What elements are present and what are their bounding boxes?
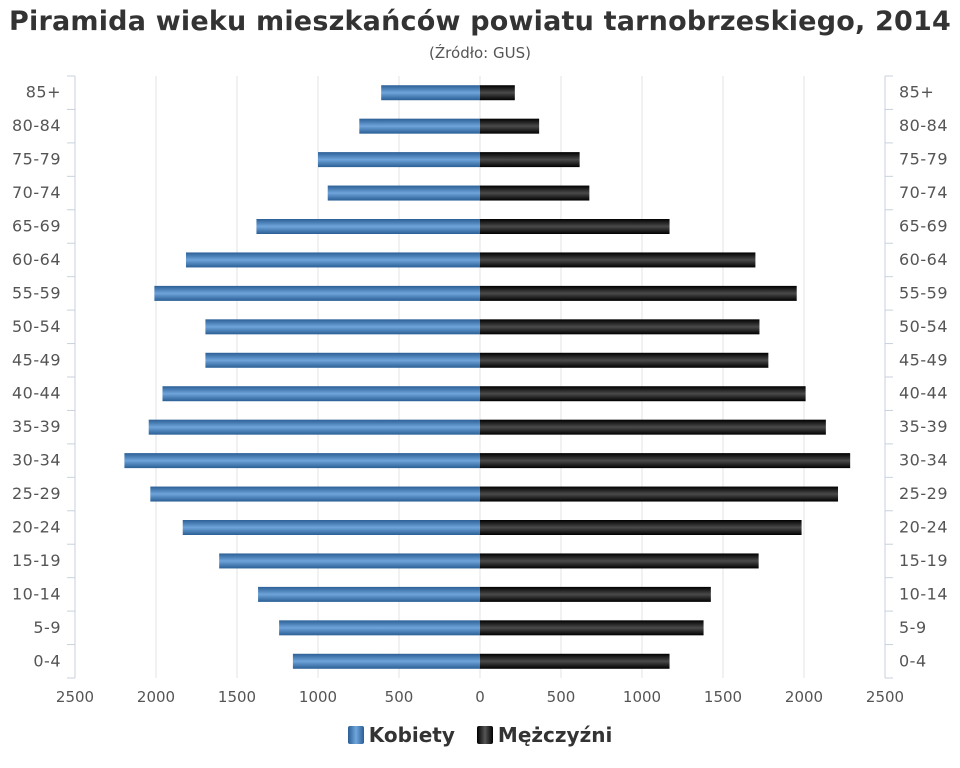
x-tick-label: 1500 [704,688,742,706]
category-label-right: 30-34 [899,451,948,470]
bar-male [480,620,704,636]
bar-male [480,319,760,335]
category-label-left: 50-54 [12,317,61,336]
category-label-right: 20-24 [899,518,948,537]
category-label-right: 15-19 [899,551,948,570]
category-label-right: 5-9 [899,618,927,637]
category-label-left: 70-74 [12,183,61,202]
x-tick-label: 2000 [785,688,823,706]
chart-subtitle: (Źródło: GUS) [429,44,531,62]
population-pyramid-chart: 85+ 85+ 80-84 80-84 75-79 75-79 70-74 70-74 65-6… [12,75,948,706]
bar-female [182,520,481,535]
category-label-left: 35-39 [12,417,61,436]
x-tick-label: 0 [475,688,485,706]
category-label-right: 65-69 [899,217,948,236]
category-label-left: 5-9 [33,618,61,637]
bar-female [219,553,480,569]
category-label-right: 70-74 [899,183,948,202]
bar-male [480,185,590,201]
bar-female [279,620,480,636]
category-label-right: 0-4 [899,651,927,670]
x-tick-label: 1000 [623,688,661,706]
legend-item-female[interactable]: Kobiety [347,723,455,747]
category-label-left: 45-49 [12,350,61,369]
x-tick-label: 2000 [137,688,175,706]
x-tick-label: 500 [547,688,576,706]
category-label-left: 0-4 [33,651,61,670]
category-label-left: 30-34 [12,451,61,470]
x-tick-label: 1000 [299,688,337,706]
bar-male [480,419,826,435]
bar-female [318,152,480,168]
category-label-left: 20-24 [12,518,61,537]
bar-female [327,185,480,201]
legend: Kobiety Mężczyźni [0,723,960,747]
bar-female [205,352,480,368]
category-label-left: 80-84 [12,116,61,135]
legend-swatch-female [347,726,364,744]
bar-female [292,653,480,669]
x-tick-label: 500 [385,688,414,706]
category-label-right: 60-64 [899,250,948,269]
category-label-right: 45-49 [899,350,948,369]
category-label-right: 25-29 [899,484,948,503]
bar-male [480,520,802,535]
bar-male [480,118,540,134]
category-label-right: 35-39 [899,417,948,436]
category-label-left: 60-64 [12,250,61,269]
x-tick-label: 1500 [218,688,256,706]
bar-male [480,85,515,101]
x-tick-label: 2500 [866,688,904,706]
legend-label-male: Mężczyźni [497,723,613,747]
legend-item-male[interactable]: Mężczyźni [476,723,613,747]
bar-female [359,118,480,134]
category-label-right: 55-59 [899,283,948,302]
category-label-right: 10-14 [899,584,948,603]
category-label-right: 85+ [899,83,934,102]
chart-title: Piramida wieku mieszkańców powiatu tarno… [9,6,951,37]
category-label-right: 40-44 [899,384,948,403]
category-label-left: 85+ [26,83,61,102]
bar-female [148,419,480,435]
bar-male [480,453,851,469]
bar-male [480,219,670,234]
bar-female [162,386,481,402]
category-label-right: 50-54 [899,317,948,336]
bar-female [185,252,480,268]
bar-male [480,386,806,402]
category-label-left: 25-29 [12,484,61,503]
category-label-left: 40-44 [12,384,61,403]
legend-label-female: Kobiety [368,723,455,747]
category-label-left: 15-19 [12,551,61,570]
legend-swatch-male [476,726,493,744]
bar-female [258,586,480,602]
bar-male [480,553,759,569]
category-label-right: 80-84 [899,116,948,135]
bar-female [154,285,480,301]
bar-male [480,152,580,168]
bar-female [381,85,480,101]
bar-male [480,653,670,669]
bar-male [480,586,711,602]
category-label-left: 10-14 [12,584,61,603]
bar-female [256,219,480,234]
category-label-right: 75-79 [899,150,948,169]
bar-male [480,352,769,368]
bar-male [480,252,756,268]
bar-female [150,486,480,502]
category-label-left: 75-79 [12,150,61,169]
category-label-left: 55-59 [12,283,61,302]
bar-female [205,319,480,335]
bar-male [480,285,797,301]
bar-female [124,453,480,469]
category-label-left: 65-69 [12,217,61,236]
bar-male [480,486,839,502]
x-tick-label: 2500 [56,688,94,706]
